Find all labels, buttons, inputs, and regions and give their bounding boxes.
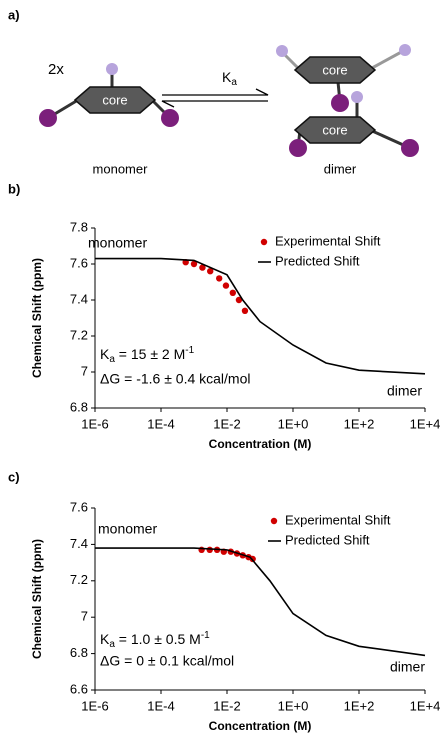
data-point	[242, 308, 248, 314]
y-tick-label: 7.6	[70, 255, 88, 270]
y-tick-label: 6.6	[70, 681, 88, 696]
y-axis-title: Chemical Shift (ppm)	[30, 539, 44, 659]
figure: a) 2x core monomer Ka core core	[0, 0, 444, 748]
y-tick-label: 7.8	[70, 219, 88, 234]
ka-text: = 15 ± 2 M	[115, 346, 185, 362]
substituent	[106, 63, 118, 75]
legend-marker	[271, 518, 277, 524]
x-axis-title: Concentration (M)	[209, 437, 312, 451]
substituent	[351, 91, 363, 103]
ka-superscript: -1	[185, 345, 194, 356]
ka-annotation: Ka = 15 ± 2 M-1	[100, 345, 195, 365]
substituent	[39, 109, 57, 127]
start-label: monomer	[88, 235, 147, 251]
equilibrium-arrows	[162, 89, 268, 107]
core-label: core	[322, 122, 347, 137]
legend-marker	[261, 239, 267, 245]
x-tick-label: 1E+2	[344, 698, 375, 713]
core-label: core	[102, 92, 127, 107]
diagram: a) 2x core monomer Ka core core	[8, 7, 419, 176]
legend-label: Predicted Shift	[285, 532, 370, 547]
equilibrium-constant: Ka	[222, 69, 237, 88]
y-tick-label: 7.6	[70, 499, 88, 514]
y-tick-label: 7	[81, 363, 88, 378]
x-tick-label: 1E-6	[81, 698, 108, 713]
dimer-label: dimer	[324, 161, 357, 176]
ka-text: = 1.0 ± 0.5 M	[115, 631, 201, 647]
end-label: dimer	[390, 659, 425, 675]
y-tick-label: 7	[81, 609, 88, 624]
y-tick-label: 6.8	[70, 399, 88, 414]
x-tick-label: 1E+2	[344, 416, 375, 431]
x-tick-label: 1E-4	[147, 698, 174, 713]
chart: b) 6.8 7 7.2 7.4 7.6 7.8 1E-6 1E-4 1E-2 1E+0 1E+2 1E…	[8, 181, 440, 451]
monomer-label: monomer	[93, 161, 149, 176]
panel-label: c)	[8, 469, 20, 484]
substituent	[399, 44, 411, 56]
x-tick-label: 1E-6	[81, 416, 108, 431]
ka-annotation: Ka = 1.0 ± 0.5 M-1	[100, 630, 210, 650]
multiplier: 2x	[48, 61, 64, 78]
substituent	[401, 139, 419, 157]
data-point	[207, 547, 213, 553]
legend-label: Experimental Shift	[275, 233, 381, 248]
page: {"diagram": {"panel_label": "a)", "multi…	[0, 0, 444, 748]
y-tick-label: 7.2	[70, 572, 88, 587]
x-tick-label: 1E-2	[213, 416, 240, 431]
ka-superscript: -1	[201, 630, 210, 641]
x-tick-label: 1E-2	[213, 698, 240, 713]
y-axis-title: Chemical Shift (ppm)	[30, 258, 44, 378]
data-point	[230, 290, 236, 296]
x-tick-label: 1E+0	[278, 698, 309, 713]
end-label: dimer	[387, 383, 422, 399]
x-tick-label: 1E-4	[147, 416, 174, 431]
chart: c) 6.6 6.8 7 7.2 7.4 7.6 1E-6 1E-4 1E-2 1E+0 1E+2 1E…	[8, 469, 440, 733]
substituent	[161, 109, 179, 127]
y-tick-label: 6.8	[70, 645, 88, 660]
panel-label: a)	[8, 7, 20, 22]
x-tick-label: 1E+0	[278, 416, 309, 431]
x-tick-label: 1E+4	[410, 416, 441, 431]
legend-label: Experimental Shift	[285, 512, 391, 527]
panel-label: b)	[8, 181, 20, 196]
data-point	[216, 275, 222, 281]
substituent	[276, 45, 288, 57]
legend-label: Predicted Shift	[275, 253, 360, 268]
dg-annotation: ΔG = 0 ± 0.1 kcal/mol	[100, 653, 234, 669]
substituent	[331, 94, 349, 112]
y-tick-label: 7.4	[70, 536, 88, 551]
y-tick-label: 7.2	[70, 327, 88, 342]
k-subscript: a	[231, 77, 237, 88]
data-point	[223, 282, 229, 288]
x-axis-title: Concentration (M)	[209, 719, 312, 733]
x-tick-label: 1E+4	[410, 698, 441, 713]
y-tick-label: 7.4	[70, 291, 88, 306]
core-label: core	[322, 62, 347, 77]
substituent	[289, 139, 307, 157]
dg-annotation: ΔG = -1.6 ± 0.4 kcal/mol	[100, 371, 250, 387]
start-label: monomer	[98, 521, 157, 537]
